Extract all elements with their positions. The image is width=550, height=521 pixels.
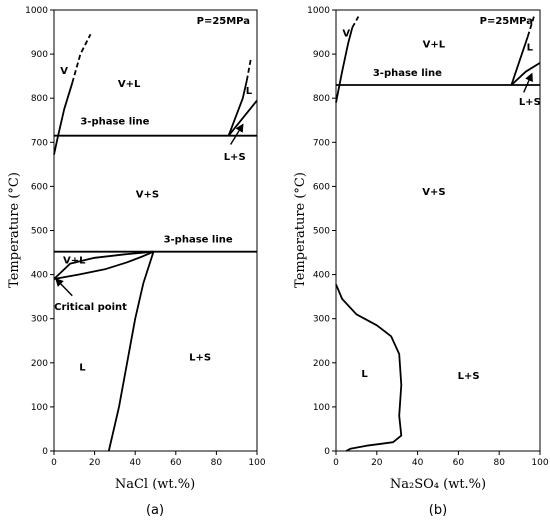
region-label: L (246, 86, 253, 97)
region-label: L (79, 362, 86, 373)
panel-b-y-axis-title: Temperature (°C) (293, 172, 308, 288)
region-label: Critical point (54, 302, 127, 313)
region-label: V+L (423, 39, 446, 50)
y-tick-label: 500 (313, 227, 330, 237)
panel-a-pressure-label: P=25MPa (197, 16, 250, 27)
y-tick-label: 900 (313, 50, 330, 60)
phase-boundary-line (53, 82, 74, 155)
panel-b-y-ticks: 0 100 200 300 400 500 600 700 800 900 1000 (307, 6, 336, 457)
y-tick-label: 800 (313, 94, 330, 104)
panel-b-annotation-arrows (523, 72, 533, 93)
region-label: V+S (136, 189, 159, 200)
region-label: V (60, 66, 68, 77)
phase-boundary-line (510, 62, 541, 86)
x-tick-label: 40 (129, 458, 141, 468)
panel-b-x-axis-title: Na₂SO₄ (wt.%) (390, 477, 486, 492)
y-tick-label: 100 (31, 403, 48, 413)
panel-a-y-ticks: 0 100 200 300 400 500 600 700 800 900 1000 (25, 6, 54, 457)
panel-a-annotation-arrows (55, 123, 244, 297)
y-tick-label: 1000 (25, 6, 48, 16)
y-tick-label: 600 (313, 182, 330, 192)
phase-boundary-line (227, 99, 258, 137)
y-tick-label: 400 (313, 271, 330, 281)
region-label: L (361, 369, 368, 380)
panel-b-phase-boundaries (335, 16, 541, 452)
region-label: 3-phase line (80, 117, 149, 128)
panel-a-frame (53, 9, 258, 452)
phase-boundary-line (351, 16, 360, 29)
y-tick-label: 700 (31, 138, 48, 148)
region-label: L+S (189, 353, 211, 364)
x-tick-label: 20 (371, 458, 383, 468)
y-tick-label: 700 (313, 138, 330, 148)
x-tick-label: 60 (453, 458, 465, 468)
y-tick-label: 400 (31, 271, 48, 281)
x-tick-label: 20 (89, 458, 101, 468)
x-tick-label: 100 (248, 458, 265, 468)
phase-boundary-line (53, 250, 154, 280)
region-label: L+S (458, 371, 480, 382)
y-tick-label: 200 (31, 359, 48, 369)
region-label: V+S (422, 187, 445, 198)
phase-boundary-line (335, 283, 403, 452)
region-label: V+L (118, 79, 141, 90)
x-tick-label: 40 (412, 458, 424, 468)
y-tick-label: 800 (31, 94, 48, 104)
panel-a: 0 100 200 300 400 500 600 700 800 900 1000 0 20 40 60… (7, 6, 266, 518)
region-label: V+L (63, 256, 86, 267)
y-tick-label: 300 (31, 315, 48, 325)
panel-a-x-axis-title: NaCl (wt.%) (115, 477, 195, 492)
y-tick-label: 100 (313, 403, 330, 413)
region-label: L (527, 43, 534, 54)
panel-a-caption: (a) (146, 503, 164, 518)
x-tick-label: 0 (51, 458, 57, 468)
region-label: L+S (519, 97, 541, 108)
panel-a-x-ticks: 0 20 40 60 80 100 (51, 451, 266, 468)
phase-boundary-line (227, 80, 248, 137)
panel-a-phase-boundaries (53, 33, 258, 452)
phase-boundary-line (107, 251, 155, 452)
x-tick-label: 0 (333, 458, 339, 468)
annotation-arrow (523, 72, 533, 93)
y-tick-label: 500 (31, 227, 48, 237)
x-tick-label: 100 (531, 458, 548, 468)
y-tick-label: 1000 (307, 6, 330, 16)
panel-b-region-labels: V V+L L 3-phase line L+S V+S L L+S (342, 28, 540, 382)
panel-b-pressure-label: P=25MPa (480, 16, 533, 27)
phase-boundary-line (53, 250, 154, 280)
x-tick-label: 80 (493, 458, 505, 468)
y-tick-label: 0 (324, 447, 330, 457)
y-tick-label: 600 (31, 182, 48, 192)
x-tick-label: 60 (170, 458, 182, 468)
panel-b-caption: (b) (429, 503, 447, 518)
y-tick-label: 300 (313, 315, 330, 325)
phase-boundary-line (71, 33, 92, 84)
panel-a-y-axis-title: Temperature (°C) (7, 172, 22, 288)
panel-a-region-labels: V V+L L 3-phase line L+S V+S 3-phase line V+L Cr… (54, 66, 253, 373)
y-tick-label: 900 (31, 50, 48, 60)
y-tick-label: 0 (42, 447, 48, 457)
y-tick-label: 200 (313, 359, 330, 369)
region-label: L+S (224, 152, 246, 163)
annotation-arrow (230, 123, 244, 145)
region-label: 3-phase line (164, 234, 233, 245)
phase-boundary-line (510, 36, 529, 86)
panel-b-x-ticks: 0 20 40 60 80 100 (333, 451, 549, 468)
phase-boundary-line (335, 27, 354, 103)
x-tick-label: 80 (211, 458, 223, 468)
region-label: 3-phase line (373, 68, 442, 79)
panel-b: 0 100 200 300 400 500 600 700 800 900 1000 0 20 40 60… (293, 6, 549, 518)
phase-boundary-line (526, 16, 535, 37)
phase-boundary-line (245, 58, 252, 81)
annotation-arrow (55, 278, 73, 297)
region-label: V (342, 28, 350, 39)
